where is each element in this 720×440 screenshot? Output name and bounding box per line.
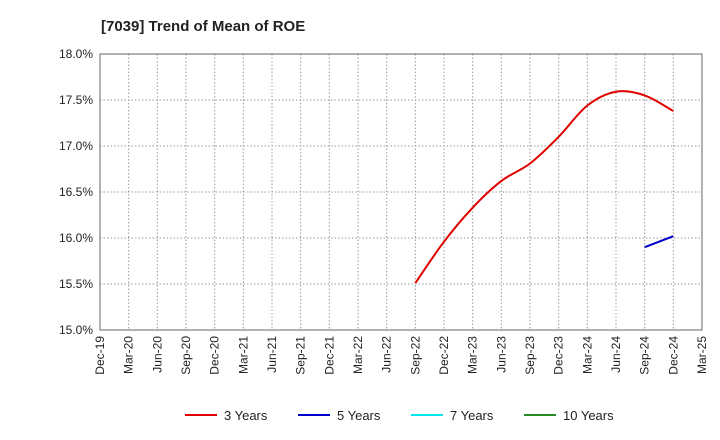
x-tick-label: Jun-20 bbox=[150, 336, 164, 373]
x-tick-label: Mar-24 bbox=[580, 336, 594, 374]
x-tick-label: Dec-24 bbox=[666, 336, 680, 375]
x-axis-tick-labels: Dec-19 Mar-20 Jun-20 Sep-20 Dec-20 Mar-21 Jun-… bbox=[93, 336, 709, 375]
y-tick-label: 15.0% bbox=[59, 323, 93, 337]
series-lines bbox=[414, 90, 674, 284]
series-line-3-years bbox=[414, 90, 674, 284]
chart-title: [7039] Trend of Mean of ROE bbox=[101, 18, 305, 35]
x-tick-label: Sep-23 bbox=[523, 336, 537, 375]
x-tick-label: Mar-20 bbox=[122, 336, 136, 374]
x-tick-label: Sep-24 bbox=[638, 336, 652, 375]
x-tick-label: Jun-23 bbox=[494, 336, 508, 373]
x-tick-label: Dec-20 bbox=[208, 336, 222, 375]
y-axis-tick-labels: 15.0% 15.5% 16.0% 16.5% 17.0% 17.5% 18.0% bbox=[59, 47, 93, 337]
x-tick-label: Sep-20 bbox=[179, 336, 193, 375]
legend-label-7-years: 7 Years bbox=[450, 408, 494, 423]
x-tick-label: Jun-21 bbox=[265, 336, 279, 373]
x-tick-label: Jun-22 bbox=[380, 336, 394, 373]
x-tick-label: Dec-19 bbox=[93, 336, 107, 375]
y-tick-label: 17.5% bbox=[59, 93, 93, 107]
plot-frame bbox=[99, 53, 703, 331]
y-tick-label: 18.0% bbox=[59, 47, 93, 61]
x-tick-label: Sep-22 bbox=[408, 336, 422, 375]
x-tick-label: Mar-23 bbox=[466, 336, 480, 374]
y-tick-label: 17.0% bbox=[59, 139, 93, 153]
x-tick-label: Mar-21 bbox=[236, 336, 250, 374]
x-tick-label: Mar-22 bbox=[351, 336, 365, 374]
legend-label-5-years: 5 Years bbox=[337, 408, 381, 423]
y-tick-label: 15.5% bbox=[59, 277, 93, 291]
legend-label-3-years: 3 Years bbox=[224, 408, 268, 423]
x-tick-label: Dec-22 bbox=[437, 336, 451, 375]
x-tick-label: Mar-25 bbox=[695, 336, 709, 374]
x-tick-label: Sep-21 bbox=[294, 336, 308, 375]
x-tick-label: Jun-24 bbox=[609, 336, 623, 373]
x-tick-label: Dec-23 bbox=[552, 336, 566, 375]
x-tick-label: Dec-21 bbox=[322, 336, 336, 375]
y-tick-label: 16.0% bbox=[59, 231, 93, 245]
legend: 3 Years 5 Years 7 Years 10 Years bbox=[185, 408, 614, 423]
legend-label-10-years: 10 Years bbox=[563, 408, 614, 423]
grid bbox=[99, 53, 703, 331]
y-tick-label: 16.5% bbox=[59, 185, 93, 199]
series-line-5-years bbox=[644, 235, 674, 249]
